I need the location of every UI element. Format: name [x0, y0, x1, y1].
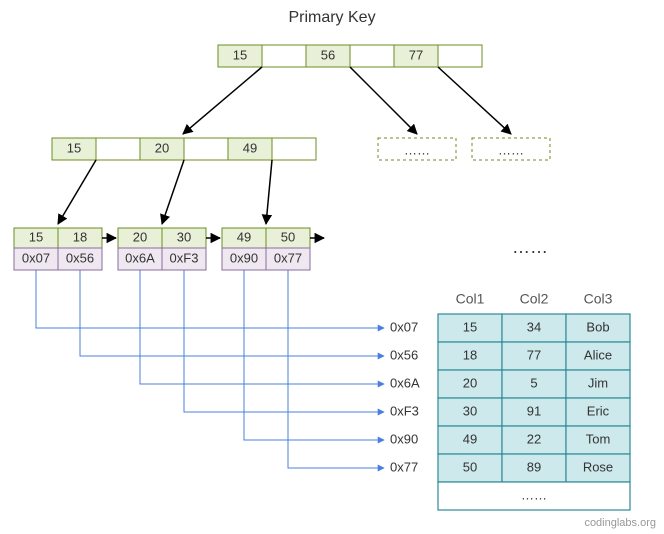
table-cell-4-0-label: 49: [463, 431, 477, 446]
root-ptrslot-2: [438, 45, 482, 67]
table-cell-1-0-label: 18: [463, 347, 477, 362]
internal-ptrslot-2: [272, 138, 316, 160]
ptr-link-3: [184, 270, 384, 412]
leaf-2-ptr-0-label: 0x90: [230, 250, 258, 265]
internal-arrow-2: [266, 160, 272, 224]
credit-text: codinglabs.org: [584, 517, 656, 529]
table-cell-3-2-label: Eric: [587, 403, 610, 418]
table-cell-0-0-label: 15: [463, 319, 477, 334]
table-cell-2-0-label: 20: [463, 375, 477, 390]
ghost-node-0-dots: ……: [404, 142, 430, 157]
leaf-1-ptr-1-label: 0xF3: [170, 250, 199, 265]
internal-key-0-label: 15: [67, 140, 81, 155]
diagram-title: Primary Key: [288, 9, 375, 26]
ptr-link-2: [140, 270, 384, 384]
table-header-1: Col2: [520, 291, 549, 307]
leaf-0-ptr-0-label: 0x07: [22, 250, 50, 265]
table-header-0: Col1: [456, 291, 485, 307]
leaf-2-ptr-1-label: 0x77: [274, 250, 302, 265]
ptr-link-4: [244, 270, 384, 440]
ghost-node-1-dots: ……: [498, 142, 524, 157]
root-arrow-2: [438, 67, 511, 134]
root-ptrslot-1: [350, 45, 394, 67]
root-key-0-label: 15: [233, 47, 247, 62]
table-cell-0-2-label: Bob: [586, 319, 609, 334]
table-addr-0: 0x07: [390, 319, 418, 334]
table-cell-3-0-label: 30: [463, 403, 477, 418]
table-cell-5-2-label: Rose: [583, 459, 613, 474]
root-key-2-label: 77: [409, 47, 423, 62]
internal-arrow-0: [58, 160, 96, 224]
table-cell-3-1-label: 91: [527, 403, 541, 418]
table-addr-2: 0x6A: [390, 375, 420, 390]
internal-ptrslot-1: [184, 138, 228, 160]
root-key-1-label: 56: [321, 47, 335, 62]
table-cell-2-2-label: Jim: [588, 375, 608, 390]
leaf-0-key-0-label: 15: [29, 229, 43, 244]
table-cell-2-1-label: 5: [530, 375, 537, 390]
leaf-1-ptr-0-label: 0x6A: [125, 250, 155, 265]
leaf-1-key-1-label: 30: [177, 229, 191, 244]
table-cell-4-1-label: 22: [527, 431, 541, 446]
leaf-0-ptr-1-label: 0x56: [66, 250, 94, 265]
table-cell-5-0-label: 50: [463, 459, 477, 474]
table-addr-4: 0x90: [390, 431, 418, 446]
leaf-0-key-1-label: 18: [73, 229, 87, 244]
table-header-2: Col3: [584, 291, 613, 307]
root-ptrslot-0: [262, 45, 306, 67]
leaf-1-key-0-label: 20: [133, 229, 147, 244]
table-addr-5: 0x77: [390, 459, 418, 474]
table-cell-0-1-label: 34: [527, 319, 541, 334]
ptr-link-0: [36, 270, 384, 328]
internal-arrow-1: [162, 160, 184, 224]
leaf-2-key-0-label: 49: [237, 229, 251, 244]
table-cell-5-1-label: 89: [527, 459, 541, 474]
leaves-trailing-dots: ……: [512, 237, 548, 257]
internal-ptrslot-0: [96, 138, 140, 160]
leaf-2-key-1-label: 50: [281, 229, 295, 244]
root-arrow-0: [183, 67, 262, 134]
table-addr-3: 0xF3: [390, 403, 419, 418]
root-arrow-1: [350, 67, 417, 134]
internal-key-1-label: 20: [155, 140, 169, 155]
ptr-link-5: [288, 270, 384, 468]
table-footer-dots: ……: [521, 487, 547, 502]
table-cell-1-2-label: Alice: [584, 347, 612, 362]
table-addr-1: 0x56: [390, 347, 418, 362]
table-cell-1-1-label: 77: [527, 347, 541, 362]
table-cell-4-2-label: Tom: [586, 431, 611, 446]
internal-key-2-label: 49: [243, 140, 257, 155]
ptr-link-1: [80, 270, 384, 356]
